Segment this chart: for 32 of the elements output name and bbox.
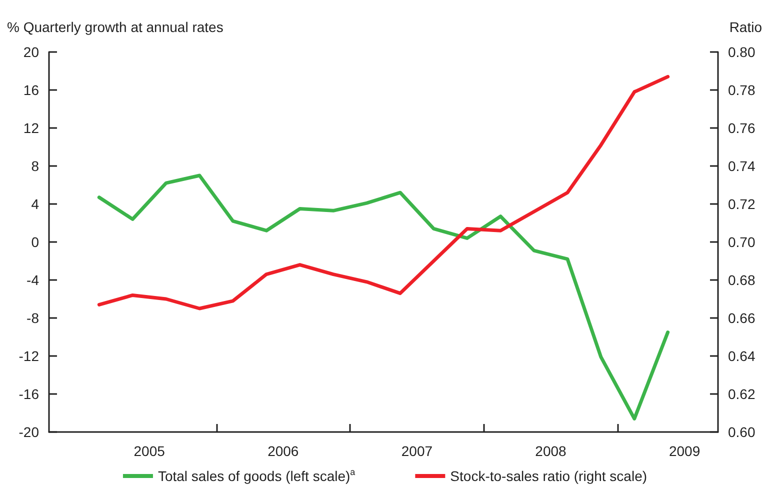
y-tick-label: -16 (18, 386, 40, 402)
y2-tick-label: 0.78 (728, 82, 756, 98)
y2-tick-label: 0.70 (728, 234, 756, 250)
y2-tick-label: 0.76 (728, 120, 756, 136)
y-tick-label: 4 (31, 196, 40, 212)
x-tick-label: 2006 (268, 443, 299, 459)
x-tick-label: 2009 (668, 443, 700, 459)
y-tick-label: -4 (26, 272, 40, 288)
y-tick-label: -12 (18, 348, 40, 364)
y-tick-label: -20 (18, 424, 40, 440)
x-tick-label: 2008 (535, 443, 567, 459)
y2-tick-label: 0.72 (728, 196, 756, 212)
line-series (97, 174, 670, 420)
legend-label: Stock-to-sales ratio (right scale) (450, 468, 648, 484)
y-tick-label: 8 (31, 158, 40, 174)
y2-tick-label: 0.80 (728, 44, 756, 60)
x-tick-label: 2007 (401, 443, 433, 459)
y-axis-title: % Quarterly growth at annual rates (7, 19, 224, 35)
y2-tick-label: 0.62 (728, 386, 756, 402)
y2-axis-title: Ratio (729, 19, 762, 35)
x-tick-label: 2005 (134, 443, 166, 459)
y-tick-label: 16 (23, 82, 40, 98)
y-tick-label: 0 (31, 234, 40, 250)
y2-tick-label: 0.68 (728, 272, 756, 288)
y2-tick-label: 0.66 (728, 310, 756, 326)
line-series (97, 74, 670, 310)
y2-tick-label: 0.74 (728, 158, 756, 174)
y-tick-label: 12 (23, 120, 40, 136)
y-tick-label: -8 (26, 310, 40, 326)
y2-tick-label: 0.60 (728, 424, 756, 440)
y2-tick-label: 0.64 (728, 348, 756, 364)
y-tick-label: 20 (23, 44, 40, 60)
